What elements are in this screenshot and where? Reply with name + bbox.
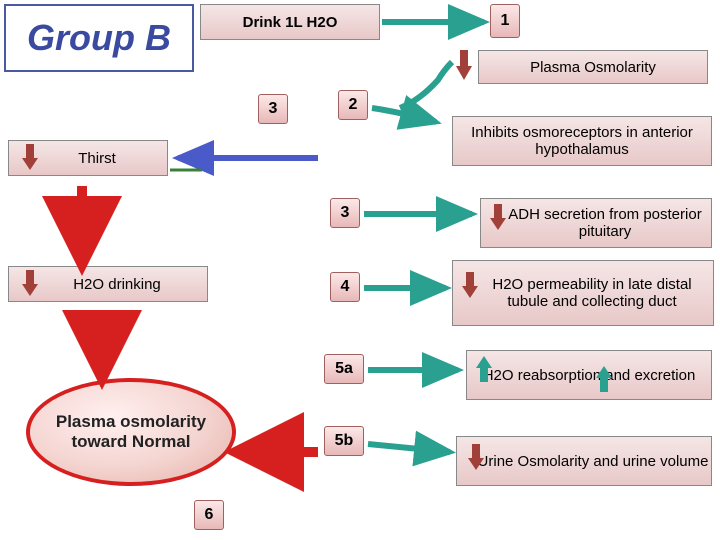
num-5b: 5b bbox=[324, 426, 364, 456]
box-adh: ADH secretion from posterior pituitary bbox=[480, 198, 712, 248]
num-6: 6 bbox=[194, 500, 224, 530]
arrow-to-inhibits bbox=[372, 108, 436, 122]
num-3-bottom-text: 3 bbox=[341, 204, 350, 222]
box-drinking-text: H2O drinking bbox=[73, 276, 161, 293]
box-perm-text: H2O permeability in late distal tubule a… bbox=[453, 276, 713, 310]
box-perm: H2O permeability in late distal tubule a… bbox=[452, 260, 714, 326]
num-5a-text: 5a bbox=[335, 360, 353, 378]
num-2: 2 bbox=[338, 90, 368, 120]
num-2-text: 2 bbox=[349, 96, 358, 114]
down-arrow-icon bbox=[456, 50, 472, 80]
box-drink-text: Drink 1L H2O bbox=[243, 14, 338, 31]
num-4: 4 bbox=[330, 272, 360, 302]
num-5b-text: 5b bbox=[335, 432, 354, 450]
num-6-text: 6 bbox=[205, 506, 214, 524]
box-inhibits: Inhibits osmoreceptors in anterior hypot… bbox=[452, 116, 712, 166]
box-drinking: H2O drinking bbox=[8, 266, 208, 302]
box-plasma-osm: Plasma Osmolarity bbox=[478, 50, 708, 84]
num-1: 1 bbox=[490, 4, 520, 38]
num-1-text: 1 bbox=[501, 12, 510, 30]
box-adh-text: ADH secretion from posterior pituitary bbox=[481, 206, 711, 240]
num-3-top-text: 3 bbox=[269, 100, 278, 118]
box-urine: Urine Osmolarity and urine volume bbox=[456, 436, 712, 486]
box-inhibits-text: Inhibits osmoreceptors in anterior hypot… bbox=[453, 124, 711, 158]
box-thirst: Thirst bbox=[8, 140, 168, 176]
group-title-text: Group B bbox=[27, 17, 171, 59]
num-3-bottom: 3 bbox=[330, 198, 360, 228]
box-plasma-osm-text: Plasma Osmolarity bbox=[530, 59, 656, 76]
box-drink: Drink 1L H2O bbox=[200, 4, 380, 40]
box-reabs: H2O reabsorption and excretion bbox=[466, 350, 712, 400]
group-title: Group B bbox=[4, 4, 194, 72]
ellipse-normal: Plasma osmolarity toward Normal bbox=[26, 378, 236, 486]
num-3-top: 3 bbox=[258, 94, 288, 124]
ellipse-normal-text: Plasma osmolarity toward Normal bbox=[30, 412, 232, 452]
arrow-2-curve bbox=[400, 62, 452, 108]
num-5a: 5a bbox=[324, 354, 364, 384]
arrow-5b-to-urine bbox=[368, 444, 450, 452]
num-4-text: 4 bbox=[341, 278, 350, 296]
box-thirst-text: Thirst bbox=[78, 150, 116, 167]
box-reabs-text: H2O reabsorption and excretion bbox=[479, 367, 700, 384]
box-urine-text: Urine Osmolarity and urine volume bbox=[460, 453, 709, 470]
